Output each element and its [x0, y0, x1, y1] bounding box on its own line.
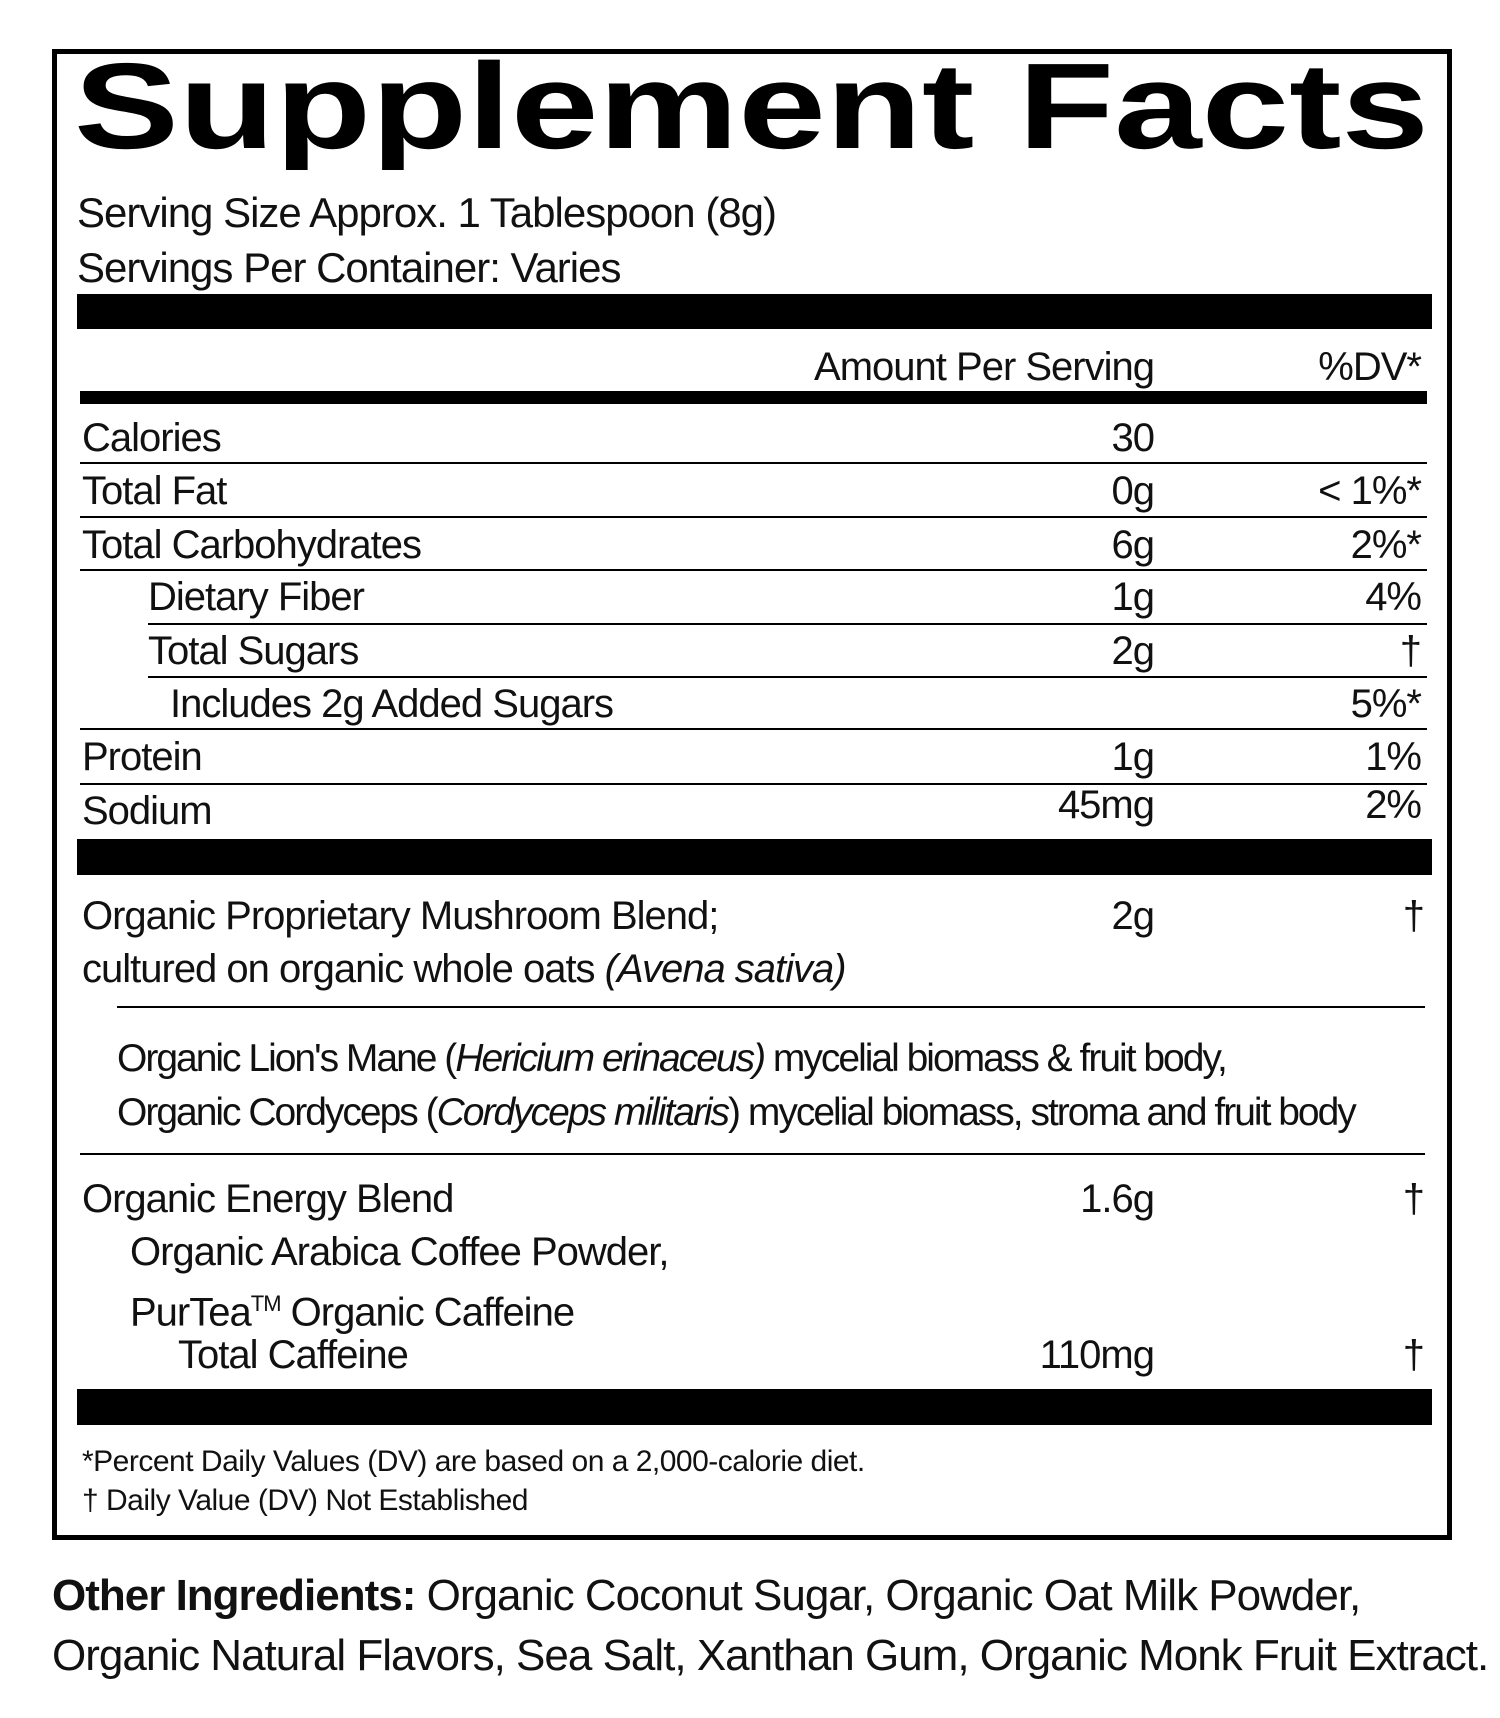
divider: [80, 516, 1427, 518]
blend-name-text: cultured on organic whole oats: [82, 947, 605, 991]
other-ingredients: Organic Natural Flavors, Sea Salt, Xanth…: [52, 1631, 1489, 1680]
energy-dv: †: [1402, 1177, 1425, 1221]
caffeine-name: Total Caffeine: [178, 1333, 409, 1377]
thick-bar: [77, 294, 1432, 329]
energy-name: Organic Energy Blend: [82, 1177, 454, 1221]
serving-size: Serving Size Approx. 1 Tablespoon (8g): [77, 189, 777, 236]
divider: [148, 676, 1427, 678]
nutrient-dv: 1%: [1365, 735, 1422, 779]
nutrient-name: Dietary Fiber: [148, 575, 365, 619]
nutrient-name: Protein: [82, 735, 203, 779]
ingredient-italic: Cordyceps militaris: [436, 1091, 730, 1134]
trademark: TM: [250, 1291, 282, 1316]
nutrient-dv: 2%: [1365, 783, 1422, 827]
caffeine-amount: 110mg: [1039, 1333, 1155, 1377]
blend-dv: †: [1402, 894, 1425, 938]
ingredient-text: mycelial biomass & fruit body,: [764, 1037, 1228, 1080]
nutrient-name: Includes 2g Added Sugars: [170, 682, 614, 726]
divider: [80, 569, 1427, 571]
blend-name: cultured on organic whole oats (Avena sa…: [82, 947, 847, 991]
nutrient-name: Total Carbohydrates: [82, 523, 422, 567]
facts-box: [52, 49, 1452, 1540]
nutrient-amount: 0g: [1111, 469, 1155, 513]
divider: [117, 1006, 1425, 1008]
ingredient-line: Organic Cordyceps (Cordyceps militaris) …: [117, 1091, 1357, 1134]
ingredient-text: Organic Cordyceps (: [117, 1091, 439, 1134]
blend-name-italic: (Avena sativa): [604, 947, 847, 991]
nutrient-dv: †: [1399, 629, 1422, 673]
title: Supplement Facts: [74, 38, 1429, 170]
ingredient-text: Organic Lion's Mane (: [117, 1037, 457, 1080]
thick-bar: [77, 839, 1432, 875]
divider: [80, 462, 1427, 464]
footnote: *Percent Daily Values (DV) are based on …: [82, 1445, 865, 1478]
energy-ingredient: PurTeaTM Organic Caffeine: [130, 1284, 575, 1335]
ingredient-italic: Hericium erinaceus): [455, 1037, 766, 1080]
other-ingredients-text: Organic Coconut Sugar, Organic Oat Milk …: [415, 1571, 1362, 1620]
blend-amount: 2g: [1111, 894, 1155, 938]
brand-rest: Organic Caffeine: [280, 1290, 575, 1335]
caffeine-dv: †: [1402, 1333, 1425, 1377]
divider: [80, 783, 1427, 785]
thick-bar: [77, 1389, 1432, 1425]
divider: [80, 728, 1427, 730]
brand: PurTea: [130, 1290, 252, 1335]
other-ingredients: Other Ingredients: Organic Coconut Sugar…: [52, 1571, 1362, 1620]
nutrient-amount: 45mg: [1057, 783, 1155, 827]
nutrient-dv: 4%: [1365, 575, 1422, 619]
dv-header: %DV*: [1318, 345, 1422, 389]
ingredient-text: ) mycelial biomass, stroma and fruit bod…: [728, 1091, 1357, 1134]
nutrient-name: Total Fat: [82, 469, 227, 513]
energy-ingredient: Organic Arabica Coffee Powder,: [130, 1230, 669, 1274]
divider: [80, 1153, 1425, 1155]
amount-header: Amount Per Serving: [814, 345, 1155, 389]
ingredient-line: Organic Lion's Mane (Hericium erinaceus)…: [117, 1037, 1228, 1080]
medium-bar: [80, 391, 1427, 404]
nutrient-name: Total Sugars: [148, 629, 359, 673]
nutrient-dv: 5%*: [1350, 682, 1422, 726]
nutrient-name: Sodium: [82, 789, 213, 833]
nutrient-amount: 6g: [1111, 523, 1155, 567]
footnote: † Daily Value (DV) Not Established: [82, 1484, 528, 1517]
nutrient-dv: < 1%*: [1318, 469, 1422, 513]
nutrient-amount: 1g: [1111, 575, 1155, 619]
nutrient-amount: 30: [1111, 416, 1155, 460]
nutrient-amount: 1g: [1111, 735, 1155, 779]
nutrient-dv: 2%*: [1350, 523, 1422, 567]
servings-per-container: Servings Per Container: Varies: [77, 244, 621, 291]
nutrient-amount: 2g: [1111, 629, 1155, 673]
energy-amount: 1.6g: [1080, 1177, 1155, 1221]
title-svg: Supplement Facts: [74, 38, 1429, 170]
divider: [148, 623, 1427, 625]
nutrient-name: Calories: [82, 416, 222, 460]
other-ingredients-label: Other Ingredients:: [52, 1571, 416, 1620]
blend-name: Organic Proprietary Mushroom Blend;: [82, 894, 719, 938]
